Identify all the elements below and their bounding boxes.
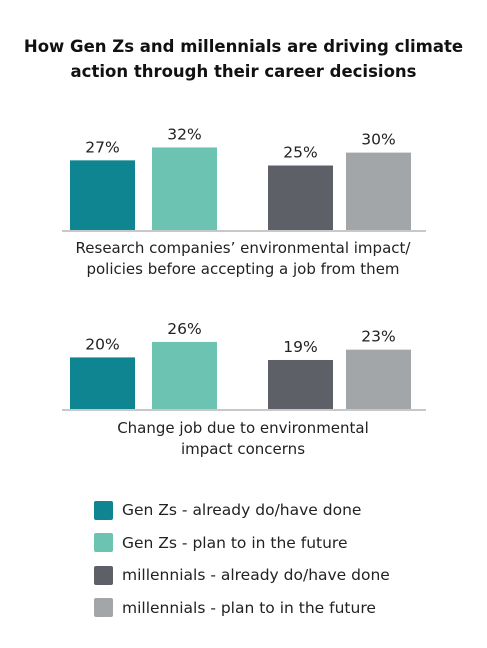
group-label-line: Research companies’ environmental impact… — [76, 239, 412, 257]
legend-label: Gen Zs - already do/have done — [122, 501, 362, 520]
legend-swatch — [94, 598, 113, 618]
chart: How Gen Zs and millennials are driving c… — [24, 37, 463, 458]
chart-title-line: action through their career decisions — [71, 62, 417, 81]
data-label: 30% — [361, 131, 395, 149]
legend-label: millennials - plan to in the future — [122, 598, 376, 617]
legend-item: Gen Zs - already do/have done — [94, 494, 390, 527]
legend-swatch — [94, 500, 113, 520]
bar — [152, 147, 217, 230]
data-label: 27% — [85, 138, 119, 156]
data-label: 20% — [85, 335, 119, 353]
bar — [268, 165, 333, 230]
bar — [268, 359, 333, 409]
chart-title-line: How Gen Zs and millennials are driving c… — [24, 37, 463, 56]
data-label: 23% — [361, 328, 395, 346]
legend-label: Gen Zs - plan to in the future — [122, 533, 348, 552]
legend-item: Gen Zs - plan to in the future — [94, 527, 390, 560]
data-label: 25% — [283, 144, 317, 162]
bar — [70, 160, 135, 230]
legend-swatch — [94, 565, 113, 585]
data-label: 26% — [167, 320, 201, 338]
group-label-line: impact concerns — [181, 440, 305, 458]
bar — [152, 341, 217, 409]
legend-item: millennials - plan to in the future — [94, 592, 390, 625]
legend-swatch — [94, 533, 113, 553]
bar — [346, 152, 411, 230]
legend: Gen Zs - already do/have done Gen Zs - pl… — [94, 494, 390, 624]
group-label-line: Change job due to environmental — [117, 419, 369, 437]
group-label-line: policies before accepting a job from the… — [86, 260, 399, 278]
legend-item: millennials - already do/have done — [94, 559, 390, 592]
data-label: 32% — [167, 125, 201, 143]
data-label: 19% — [283, 338, 317, 356]
bar — [70, 357, 135, 409]
bar — [346, 349, 411, 409]
legend-label: millennials - already do/have done — [122, 566, 390, 585]
